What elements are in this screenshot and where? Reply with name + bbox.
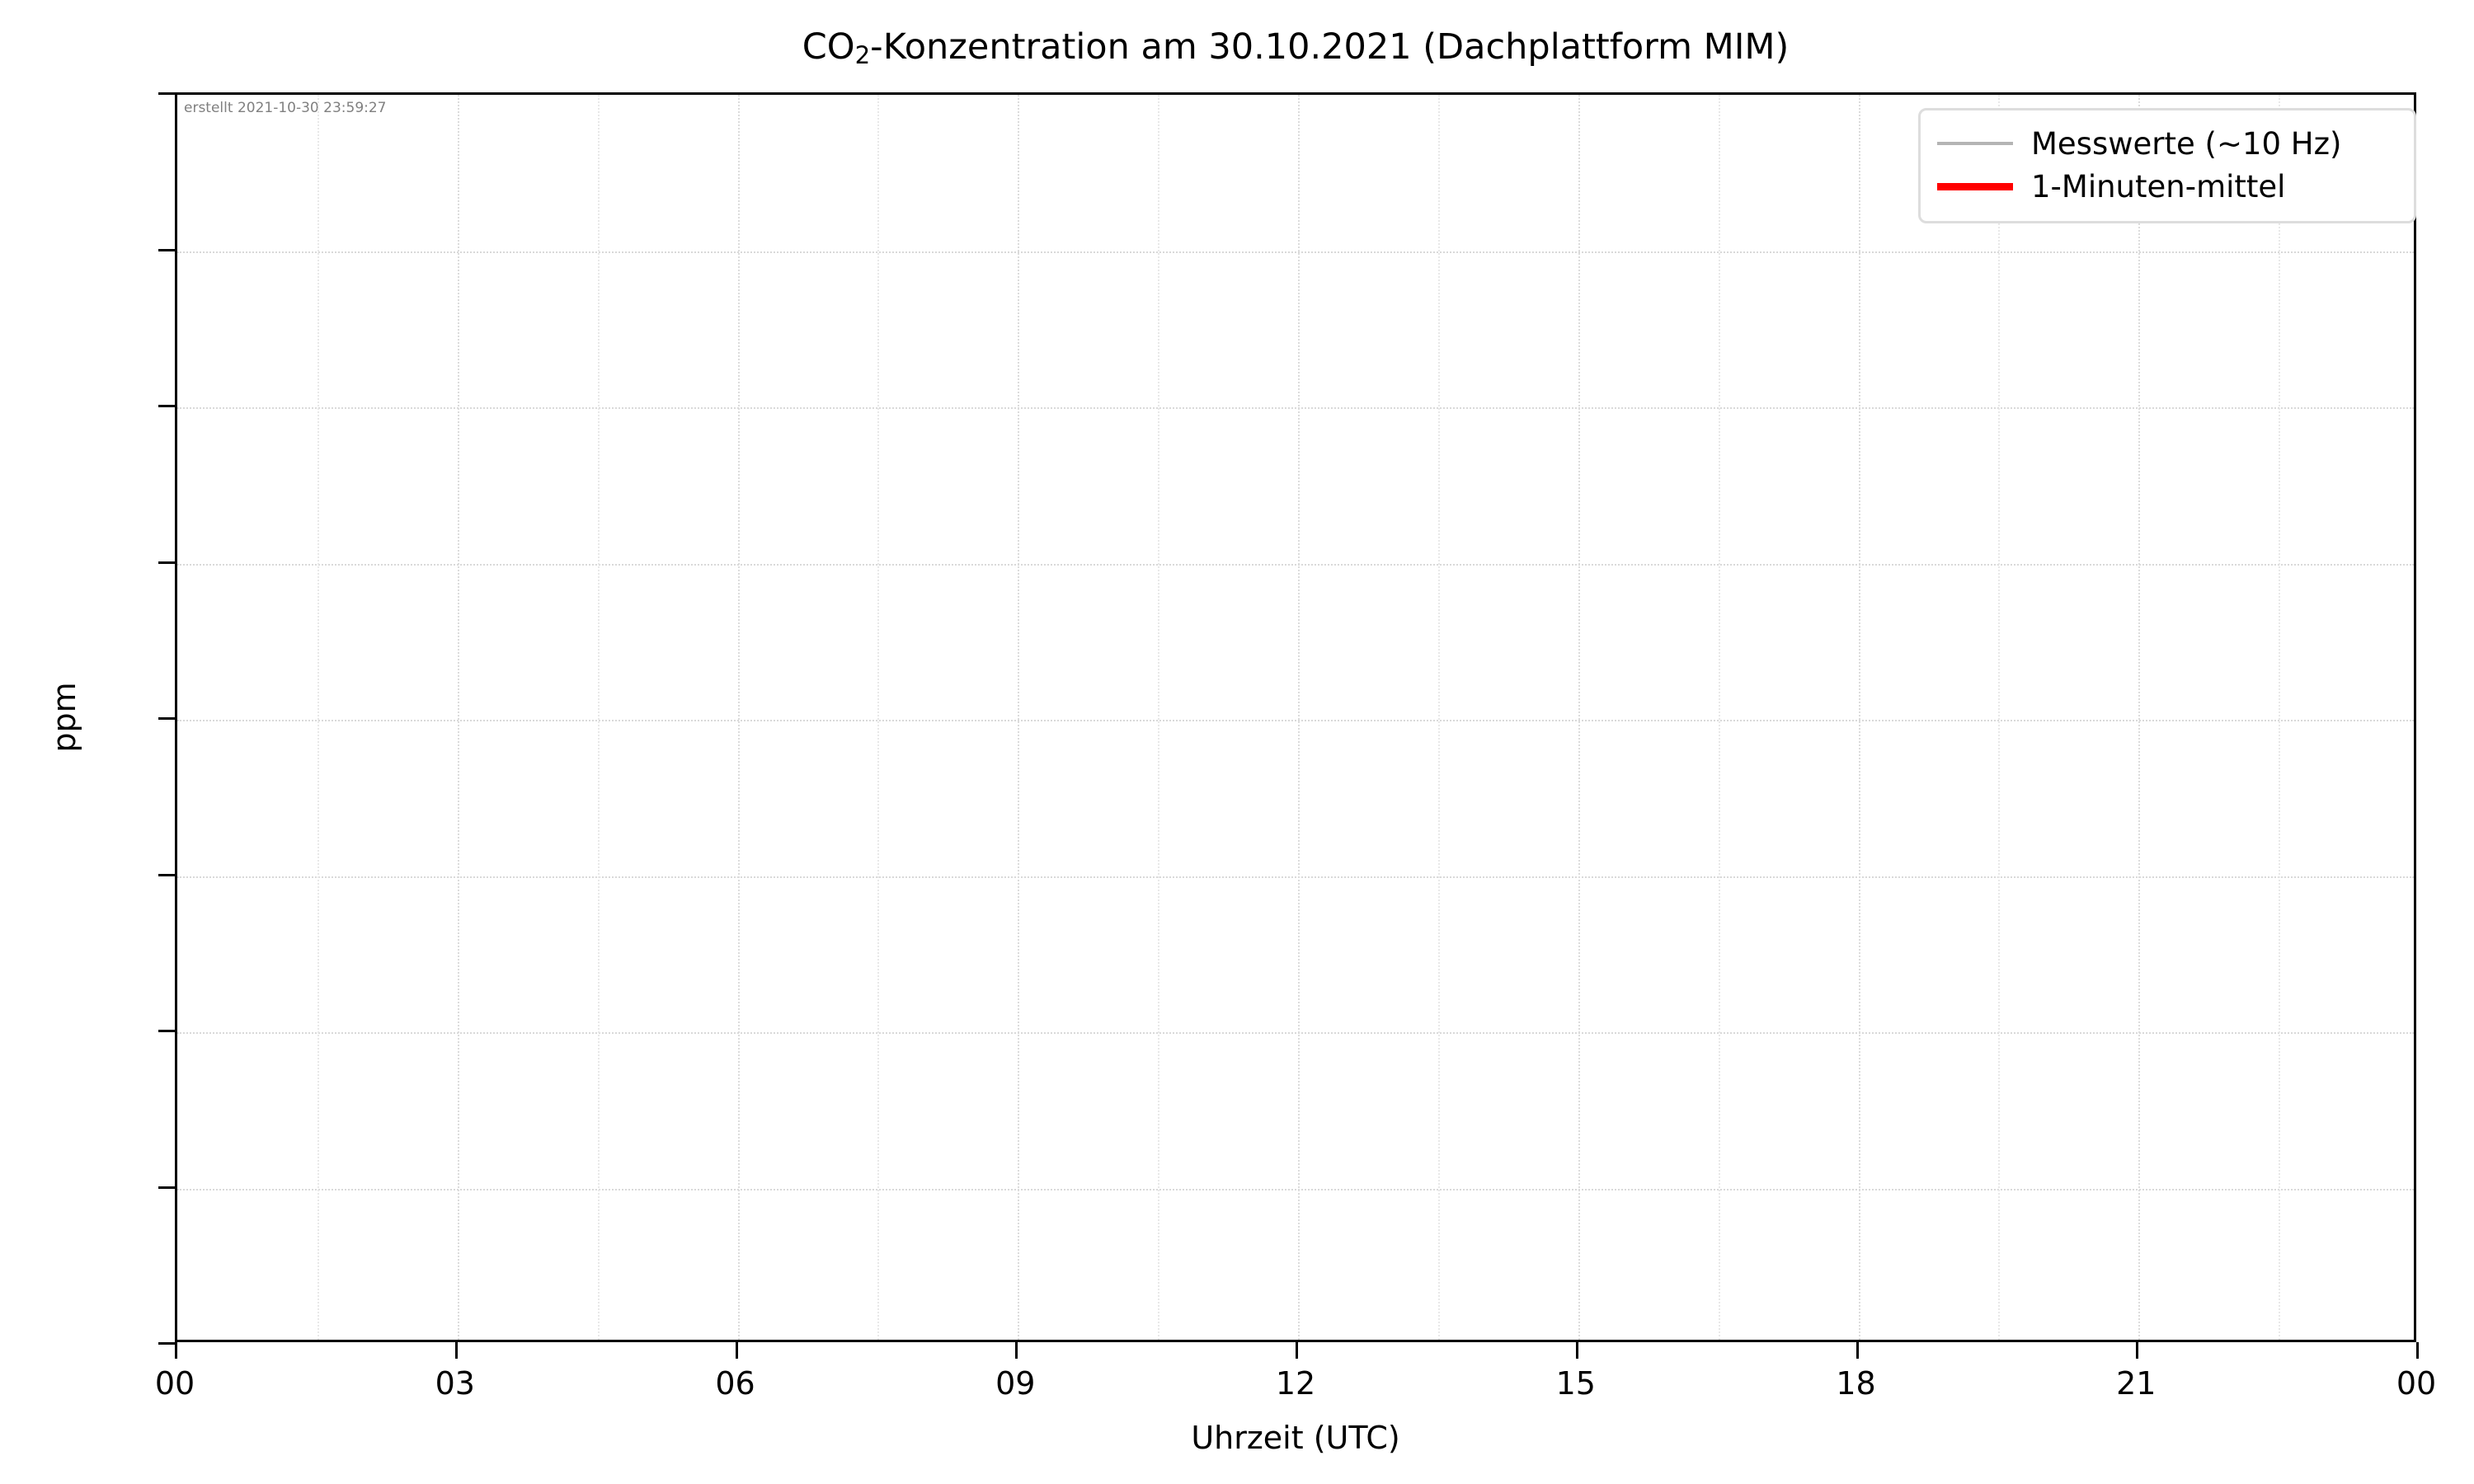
x-tick-mark	[1575, 1342, 1578, 1359]
chart-title-suffix: -Konzentration am 30.10.2021 (Dachplattf…	[870, 26, 1790, 68]
legend-line-swatch-messwerte	[1937, 142, 2013, 145]
x-tick-mark	[1296, 1342, 1298, 1359]
legend[interactable]: Messwerte (~10 Hz) 1-Minuten-mittel	[1918, 108, 2416, 223]
x-tick-mark	[454, 1342, 458, 1359]
series-svg	[177, 95, 2416, 1342]
x-tick-label: 12	[1275, 1365, 1316, 1402]
x-tick-label: 06	[715, 1365, 755, 1402]
plot-area: erstellt 2021-10-30 23:59:27	[175, 92, 2416, 1342]
y-tick-mark	[158, 1030, 175, 1032]
legend-line-swatch-minutenmittel	[1937, 182, 2013, 190]
x-tick-label: 09	[995, 1365, 1036, 1402]
x-tick-label: 03	[435, 1365, 475, 1402]
x-tick-label: 00	[154, 1365, 195, 1402]
y-tick-mark	[158, 873, 175, 876]
y-tick-mark	[158, 405, 175, 407]
y-tick-mark	[158, 561, 175, 564]
legend-entry-0[interactable]: Messwerte (~10 Hz)	[1937, 122, 2397, 165]
chart-title: CO2-Konzentration am 30.10.2021 (Dachpla…	[175, 30, 2416, 68]
y-axis-label: ppm	[46, 682, 82, 753]
x-tick-mark	[2416, 1342, 2419, 1359]
x-tick-label: 00	[2396, 1365, 2437, 1402]
y-tick-mark	[158, 717, 175, 720]
y-tick-mark	[158, 1342, 175, 1345]
x-tick-mark	[735, 1342, 738, 1359]
y-tick-mark	[158, 1186, 175, 1189]
x-tick-mark	[1015, 1342, 1018, 1359]
y-tick-mark	[158, 92, 175, 95]
y-tick-mark	[158, 248, 175, 251]
x-tick-mark	[2136, 1342, 2139, 1359]
legend-label-minutenmittel: 1-Minuten-mittel	[2031, 168, 2286, 204]
legend-entry-1[interactable]: 1-Minuten-mittel	[1937, 165, 2397, 208]
chart-title-prefix: CO	[802, 26, 855, 68]
legend-label-messwerte: Messwerte (~10 Hz)	[2031, 125, 2342, 162]
chart-title-subscript: 2	[854, 41, 871, 70]
x-tick-label: 18	[1836, 1365, 1876, 1402]
x-tick-label: 15	[1555, 1365, 1596, 1402]
x-tick-label: 21	[2116, 1365, 2157, 1402]
creation-timestamp: erstellt 2021-10-30 23:59:27	[184, 100, 387, 116]
x-tick-mark	[1856, 1342, 1859, 1359]
x-tick-mark	[175, 1342, 177, 1359]
x-axis-label: Uhrzeit (UTC)	[1191, 1420, 1400, 1456]
